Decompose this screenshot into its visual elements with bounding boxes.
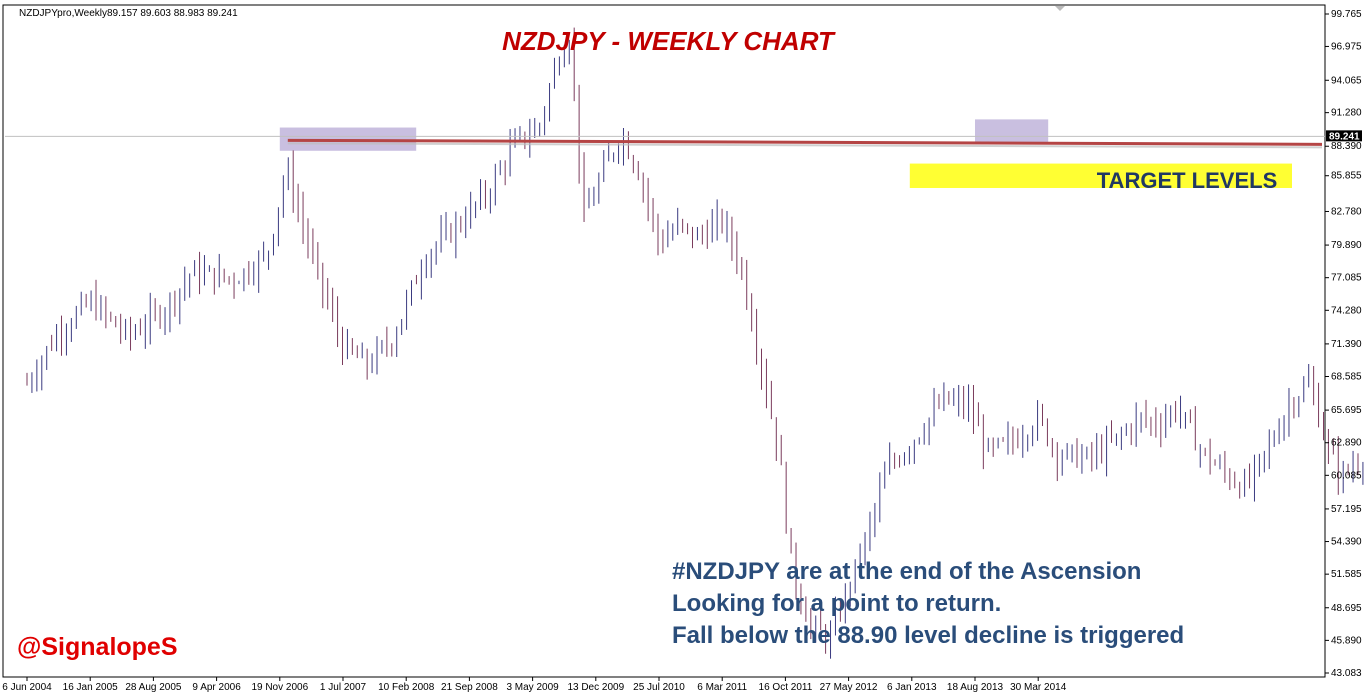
- y-tick-label: 91.280: [1331, 108, 1362, 119]
- scroll-marker-icon[interactable]: [1055, 6, 1065, 11]
- current-price-tag: 89.241: [1329, 131, 1360, 142]
- x-tick-label: 21 Sep 2008: [441, 682, 498, 693]
- resistance-zone-2: [975, 119, 1049, 144]
- plot-area: [2, 4, 1326, 678]
- brand-watermark: @SignalopeS: [17, 633, 178, 661]
- x-tick-label: 30 Mar 2014: [1010, 682, 1067, 693]
- y-tick-label: 82.780: [1331, 206, 1362, 217]
- y-tick-label: 54.390: [1331, 537, 1362, 548]
- x-tick-label: 10 Feb 2008: [378, 682, 435, 693]
- y-tick-label: 71.390: [1331, 339, 1362, 350]
- current-price-tag-bg: [1326, 130, 1362, 142]
- x-tick-label: 6 Mar 2011: [697, 682, 747, 693]
- annotation-line-2: Looking for a point to return.: [672, 590, 1001, 617]
- y-tick-label: 74.280: [1331, 305, 1362, 316]
- y-tick-label: 45.890: [1331, 635, 1362, 646]
- x-tick-label: 27 May 2012: [820, 682, 878, 693]
- x-tick-label: 25 Jul 2010: [633, 682, 685, 693]
- y-tick-label: 94.065: [1331, 75, 1362, 86]
- x-tick-label: 16 Jan 2005: [63, 682, 118, 693]
- x-tick-label: 18 Aug 2013: [947, 682, 1004, 693]
- y-tick-label: 48.695: [1331, 603, 1362, 614]
- y-tick-label: 57.195: [1331, 504, 1362, 515]
- overlay-layer: [5, 135, 1325, 149]
- y-tick-label: 60.085: [1331, 470, 1362, 481]
- y-tick-label: 85.855: [1331, 171, 1362, 182]
- zones-layer: [279, 119, 1292, 188]
- annotation-line-1: #NZDJPY are at the end of the Ascension: [672, 558, 1141, 585]
- y-tick-label: 68.585: [1331, 372, 1362, 383]
- x-tick-label: 6 Jan 2013: [887, 682, 937, 693]
- annotation-line-3: Fall below the 88.90 level decline is tr…: [672, 622, 1184, 649]
- x-tick-label: 6 Jun 2004: [2, 682, 52, 693]
- x-tick-label: 13 Dec 2009: [567, 682, 624, 693]
- y-tick-label: 65.695: [1331, 405, 1362, 416]
- x-tick-label: 9 Apr 2006: [192, 682, 241, 693]
- x-tick-label: 16 Oct 2011: [759, 682, 813, 693]
- ohlc-label: 89.157 89.603 88.983 89.241: [107, 8, 238, 19]
- symbol-label: NZDJPYpro,Weekly: [19, 8, 107, 19]
- y-tick-label: 51.585: [1331, 569, 1362, 580]
- y-tick-label: 96.975: [1331, 41, 1362, 52]
- x-tick-label: 28 Aug 2005: [125, 682, 182, 693]
- resistance-line-shadow: [287, 142, 1323, 149]
- y-tick-label: 79.890: [1331, 240, 1362, 251]
- y-tick-label: 62.890: [1331, 438, 1362, 449]
- x-tick-label: 1 Jul 2007: [320, 682, 367, 693]
- y-tick-label: 99.765: [1331, 9, 1362, 20]
- y-axis: 99.765 96.975 94.065 91.280 88.390 85.855 82.7…: [1325, 9, 1362, 679]
- target-levels-label: TARGET LEVELS: [1097, 168, 1278, 193]
- target-zone: [909, 163, 1292, 188]
- x-tick-label: 3 May 2009: [506, 682, 559, 693]
- x-tick-label: 19 Nov 2006: [251, 682, 308, 693]
- y-tick-label: 77.085: [1331, 273, 1362, 284]
- y-tick-label: 43.083: [1331, 668, 1362, 679]
- x-axis: 6 Jun 2004 16 Jan 2005 28 Aug 2005 9 Apr 20…: [2, 677, 1067, 693]
- chart-title: NZDJPY - WEEKLY CHART: [502, 26, 836, 56]
- resistance-line: [287, 138, 1323, 146]
- price-bars-layer: [26, 27, 1364, 659]
- y-tick-label: 88.390: [1331, 141, 1362, 152]
